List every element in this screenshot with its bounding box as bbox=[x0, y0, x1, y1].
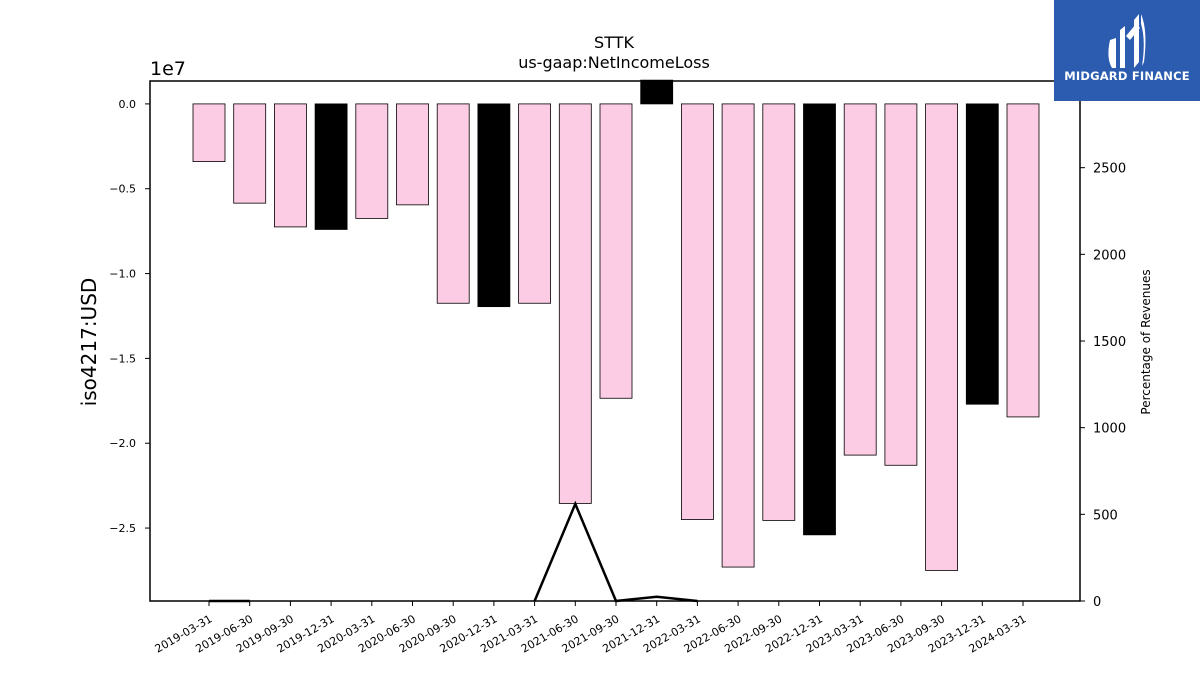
y-scale-label: 1e7 bbox=[150, 58, 186, 80]
bar-2020-09-30 bbox=[436, 103, 470, 304]
bar-2023-09-30 bbox=[925, 103, 958, 571]
brand-name: MIDGARD FINANCE bbox=[1064, 69, 1190, 83]
bar-2019-09-30 bbox=[273, 103, 307, 228]
bar-2023-12-31 bbox=[965, 103, 999, 405]
bar-2023-03-31 bbox=[843, 103, 877, 456]
bar-2019-12-31 bbox=[314, 103, 348, 230]
bar-2024-03-31 bbox=[1006, 103, 1040, 418]
y2-tick-label: 500 bbox=[1093, 508, 1118, 523]
bars-layer bbox=[192, 79, 1040, 571]
bar-2019-03-31 bbox=[192, 103, 226, 162]
y-tick-label: −1.0 bbox=[109, 268, 136, 281]
bar-2022-09-30 bbox=[762, 103, 796, 521]
y2-tick-label: 1500 bbox=[1093, 335, 1126, 350]
brand-mark-icon bbox=[1108, 14, 1146, 68]
bar-2022-12-31 bbox=[803, 103, 836, 536]
chart-subtitle: us-gaap:NetIncomeLoss bbox=[518, 53, 710, 72]
brand-logo: MIDGARD FINANCE bbox=[1054, 0, 1200, 101]
bar-2023-06-30 bbox=[884, 103, 918, 466]
bar-2020-03-31 bbox=[355, 103, 389, 219]
y2-tick-label: 2500 bbox=[1093, 162, 1126, 177]
y-tick-label: −0.5 bbox=[109, 183, 136, 196]
y2-tick-label: 2000 bbox=[1093, 248, 1126, 263]
y-axis-label: iso4217:USD bbox=[77, 278, 101, 407]
y-tick-label: −1.5 bbox=[109, 352, 136, 365]
bar-2021-03-31 bbox=[518, 103, 551, 304]
y2-axis-label: Percentage of Revenues bbox=[1139, 269, 1153, 414]
y-tick-label: 0.0 bbox=[119, 98, 137, 111]
bar-2021-06-30 bbox=[558, 103, 592, 504]
bar-2020-06-30 bbox=[396, 103, 429, 206]
y2-tick-label: 0 bbox=[1093, 595, 1101, 610]
bar-2021-12-31 bbox=[640, 79, 674, 105]
chart-title: STTK bbox=[594, 33, 634, 52]
line-layer bbox=[209, 500, 698, 603]
bar-2019-06-30 bbox=[233, 103, 267, 204]
bar-2021-09-30 bbox=[599, 103, 633, 399]
revenue-pct-line-segment-1 bbox=[533, 500, 698, 603]
y-tick-label: −2.0 bbox=[109, 437, 136, 450]
y2-tick-label: 1000 bbox=[1093, 422, 1126, 437]
y-tick-label: −2.5 bbox=[109, 522, 136, 535]
bar-2022-06-30 bbox=[721, 103, 755, 568]
bar-2022-03-31 bbox=[681, 103, 714, 520]
bar-2020-12-31 bbox=[477, 103, 511, 308]
